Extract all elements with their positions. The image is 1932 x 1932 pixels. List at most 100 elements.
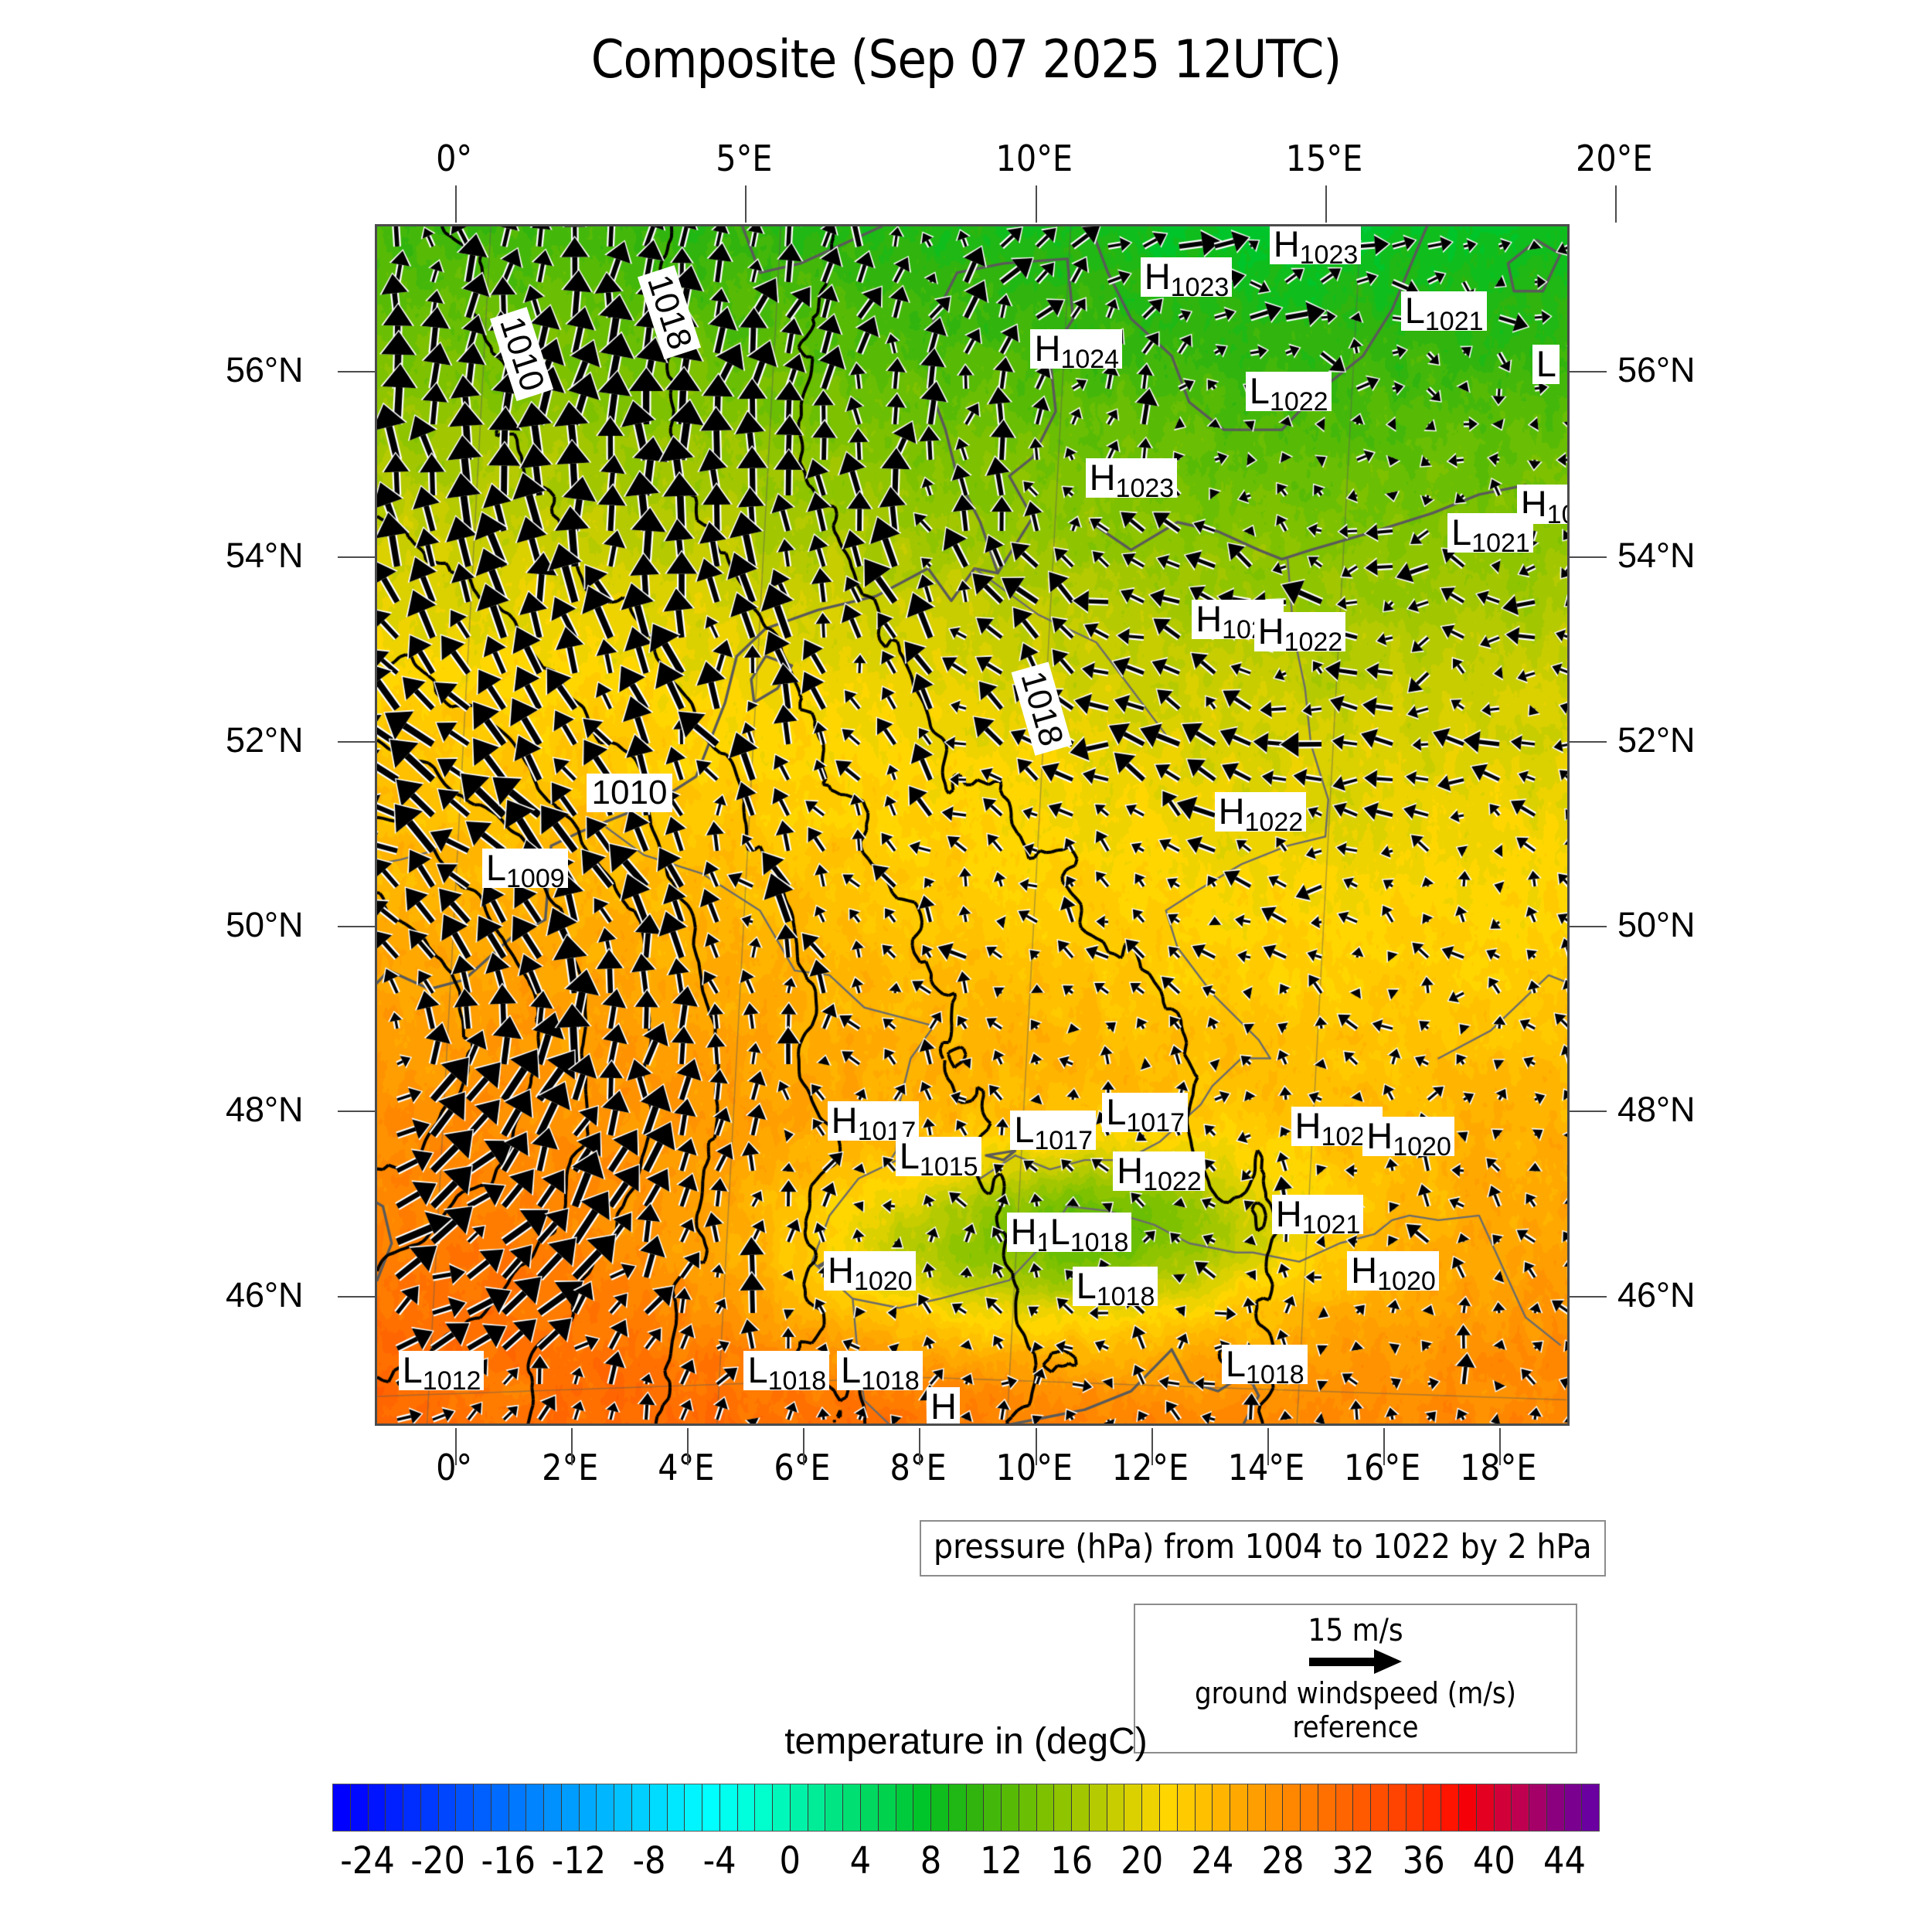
low-pressure-marker: L1021 [1447, 513, 1533, 556]
colorbar-cell [860, 1784, 879, 1831]
axis-tick [1570, 926, 1607, 928]
lat-tick-label-right: 50°N [1617, 905, 1696, 945]
colorbar-cell [474, 1784, 492, 1831]
colorbar-cell [1230, 1784, 1248, 1831]
lat-tick-label-right: 52°N [1617, 719, 1696, 760]
pressure-marker-type: L [1225, 1343, 1246, 1385]
axis-tick [338, 926, 375, 928]
pressure-marker-value: 1024 [1060, 345, 1120, 375]
axis-tick [1383, 1428, 1385, 1465]
lon-tick-label-bottom: 4°E [658, 1447, 715, 1488]
pressure-marker-type: H [828, 1249, 854, 1291]
colorbar-cell [1459, 1784, 1477, 1831]
colorbar-cell [1353, 1784, 1372, 1831]
pressure-marker-type: L [402, 1349, 423, 1391]
colorbar-cell [948, 1784, 967, 1831]
axis-tick [1151, 1428, 1153, 1465]
pressure-marker-type: H [1351, 1249, 1378, 1291]
pressure-marker-value: 1015 [919, 1152, 978, 1182]
axis-tick [1570, 740, 1607, 743]
pressure-marker-value: 1023 [1170, 272, 1230, 302]
lon-tick-label-bottom: 0° [436, 1447, 473, 1488]
pressure-marker-value: 1018 [1070, 1228, 1129, 1258]
pressure-marker-value: 1022 [1143, 1166, 1202, 1196]
colorbar-cell [1512, 1784, 1530, 1831]
colorbar-cell [1318, 1784, 1336, 1831]
low-pressure-marker: L1018 [1046, 1213, 1132, 1256]
colorbar-cell [719, 1784, 738, 1831]
colorbar-cell [667, 1784, 685, 1831]
colorbar-cell [1177, 1784, 1196, 1831]
colorbar-cell [1089, 1784, 1107, 1831]
pressure-marker-value: 1012 [422, 1366, 481, 1396]
colorbar-tick: -20 [410, 1839, 465, 1883]
colorbar-cell [1406, 1784, 1424, 1831]
pressure-marker-value: 1018 [767, 1366, 827, 1396]
pressure-marker-type: L [1106, 1090, 1127, 1132]
high-pressure-marker: H1017 [827, 1100, 920, 1145]
high-pressure-marker: H1022 [1516, 484, 1567, 528]
pressure-marker-type: L [1536, 343, 1556, 385]
colorbar-cell [1213, 1784, 1231, 1831]
colorbar[interactable] [332, 1784, 1600, 1832]
colorbar-tick: 24 [1191, 1839, 1234, 1883]
pressure-marker-value: 1021 [1424, 306, 1484, 336]
pressure-marker-type: L [1014, 1109, 1035, 1151]
pressure-marker-type: H [1275, 1192, 1302, 1234]
low-pressure-marker: L [1532, 343, 1560, 385]
axis-tick [338, 1111, 375, 1113]
pressure-marker-value: 1018 [1245, 1360, 1304, 1390]
colorbar-cell [544, 1784, 562, 1831]
lon-tick-label-bottom: 8°E [889, 1447, 947, 1488]
lon-tick-label-bottom: 12°E [1111, 1447, 1189, 1488]
pressure-marker-type: L [899, 1135, 920, 1177]
axis-tick [687, 1428, 689, 1465]
lon-tick-label-bottom: 2°E [542, 1447, 599, 1488]
wind-vectors [377, 226, 1567, 1423]
colorbar-tick: 44 [1543, 1839, 1586, 1883]
colorbar-cell [509, 1784, 527, 1831]
colorbar-cell [1546, 1784, 1565, 1831]
pressure-marker-type: H [1117, 1149, 1144, 1191]
colorbar-cell [1371, 1784, 1389, 1831]
lon-tick-label-bottom: 10°E [995, 1447, 1073, 1488]
colorbar-cell [333, 1784, 351, 1831]
low-pressure-marker: L1018 [837, 1351, 923, 1394]
pressure-legend: pressure (hPa) from 1004 to 1022 by 2 hP… [920, 1520, 1606, 1577]
pressure-marker-type: H [1273, 224, 1300, 264]
colorbar-cell [456, 1784, 474, 1831]
colorbar-cell [702, 1784, 720, 1831]
colorbar-cell [561, 1784, 580, 1831]
high-pressure-marker: H1021 [1271, 1192, 1364, 1238]
colorbar-tick: 4 [849, 1839, 872, 1883]
pressure-marker-type: H [1144, 255, 1171, 297]
colorbar-tick-labels: -24 -20 -16 -12 -8 -4 0 4 8 12 16 20 24 28 32 36 40 44 [332, 1839, 1600, 1886]
lon-tick-label-top: 20°E [1576, 138, 1653, 179]
colorbar-cell [1002, 1784, 1019, 1831]
high-pressure-marker: H1020 [824, 1249, 916, 1294]
colorbar-cell [1019, 1784, 1037, 1831]
lon-tick-label-bottom: 18°E [1459, 1447, 1537, 1488]
pressure-marker-value: 1023 [1299, 240, 1359, 270]
colorbar-cell [685, 1784, 703, 1831]
wind-legend: 15 m/s ground windspeed (m/s) reference [1134, 1604, 1577, 1753]
lat-tick-label-right: 54°N [1617, 535, 1696, 575]
pressure-marker-value: 1021 [1301, 1209, 1361, 1240]
lat-tick-label-left: 52°N [226, 719, 304, 760]
lat-tick-label-left: 46°N [226, 1274, 304, 1315]
colorbar-cell [1582, 1784, 1600, 1831]
pressure-marker-value: 1020 [1377, 1266, 1436, 1296]
lat-tick-label-left: 50°N [226, 905, 304, 945]
colorbar-cell [1441, 1784, 1459, 1831]
colorbar-cell [1494, 1784, 1512, 1831]
axis-tick [1498, 1428, 1501, 1465]
pressure-marker-type: H [1010, 1211, 1037, 1253]
axis-tick [1570, 1295, 1607, 1298]
colorbar-cell [966, 1784, 985, 1831]
colorbar-cell [984, 1784, 1002, 1831]
low-pressure-marker: L1017 [1102, 1090, 1189, 1136]
colorbar-cell [632, 1784, 650, 1831]
map-panel[interactable]: 1010 1018 1018 1010 H1023 H1023 L1021 H1024 L10… [375, 224, 1570, 1426]
axis-tick [1570, 371, 1607, 373]
pressure-marker-type: H [1366, 1114, 1393, 1156]
